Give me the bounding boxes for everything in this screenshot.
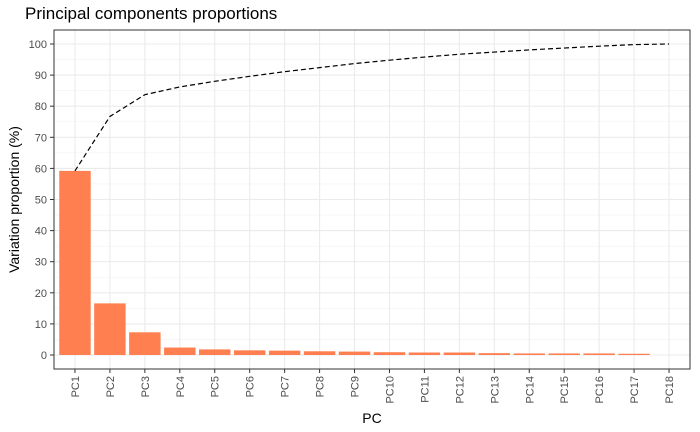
- bar-pc5: [199, 349, 231, 356]
- x-tick-label: PC10: [384, 376, 396, 404]
- y-tick-label: 80: [35, 101, 47, 113]
- y-tick-label: 60: [35, 163, 47, 175]
- x-tick-label: PC1: [70, 376, 82, 397]
- bar-pc6: [233, 350, 266, 356]
- bar-pc3: [129, 332, 161, 356]
- bar-pc15: [548, 353, 580, 356]
- y-axis-title: Variation proportion (%): [6, 126, 22, 273]
- chart-title: Principal components proportions: [25, 4, 278, 23]
- x-tick-label: PC5: [210, 376, 222, 397]
- bar-pc2: [94, 303, 126, 356]
- bar-pc10: [373, 352, 406, 356]
- y-tick-label: 30: [35, 257, 47, 269]
- x-tick-label: PC8: [315, 376, 327, 397]
- bar-pc9: [338, 351, 371, 356]
- bar-pc7: [268, 350, 301, 356]
- y-tick-label: 0: [41, 350, 47, 362]
- x-tick-label: PC16: [594, 376, 606, 404]
- grid-layer: [54, 30, 690, 369]
- x-tick-label: PC3: [140, 376, 152, 397]
- y-tick-label: 90: [35, 70, 47, 82]
- bar-pc4: [164, 347, 196, 356]
- x-tick-label: PC7: [280, 376, 292, 397]
- y-axis-ticks: 0 10 20 30 40 50 60 70 80 90 100: [29, 39, 54, 362]
- x-tick-label: PC4: [175, 376, 187, 397]
- x-tick-label: PC12: [454, 376, 466, 404]
- x-axis-ticks: PC1 PC2 PC3 PC4 PC5 PC6 PC7 PC8 PC9 PC10 PC11 PC12 P…: [70, 369, 676, 404]
- y-tick-label: 40: [35, 226, 47, 238]
- bar-pc8: [303, 351, 336, 356]
- x-tick-label: PC13: [489, 376, 501, 404]
- bars-layer: [59, 170, 650, 356]
- y-tick-label: 50: [35, 195, 47, 207]
- bar-pc13: [478, 353, 511, 356]
- cumulative-line: [74, 43, 670, 172]
- x-tick-label: PC14: [524, 376, 536, 404]
- bar-pc17: [618, 353, 650, 356]
- y-tick-label: 70: [35, 132, 47, 144]
- y-tick-label: 100: [29, 39, 47, 51]
- x-tick-label: PC6: [245, 376, 257, 397]
- bar-pc14: [513, 353, 545, 356]
- bar-pc16: [583, 353, 615, 356]
- y-tick-label: 20: [35, 288, 47, 300]
- bar-pc11: [408, 352, 441, 356]
- cumulative-line-layer: [74, 43, 670, 172]
- bar-pc1: [59, 170, 91, 356]
- x-axis-title: PC: [362, 410, 381, 426]
- x-tick-label: PC11: [419, 376, 431, 403]
- x-tick-label: PC17: [629, 376, 641, 404]
- bar-pc12: [443, 352, 476, 356]
- y-tick-label: 10: [35, 319, 47, 331]
- x-tick-label: PC9: [350, 376, 362, 397]
- x-tick-label: PC18: [664, 376, 676, 404]
- x-tick-label: PC15: [559, 376, 571, 404]
- x-tick-label: PC2: [105, 376, 117, 397]
